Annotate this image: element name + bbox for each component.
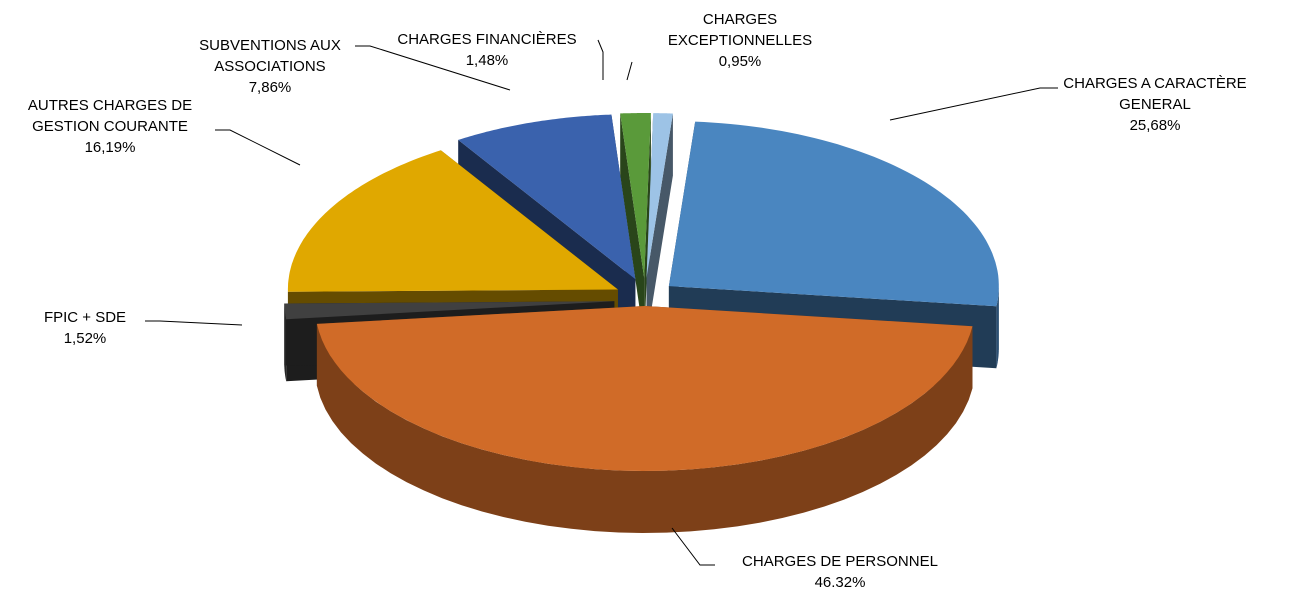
- leader-line: [626, 61, 633, 81]
- leader-line: [145, 320, 243, 326]
- slice: [287, 150, 618, 292]
- slice-edge: [644, 113, 651, 340]
- slice: [458, 114, 636, 280]
- category-label: CHARGES DE PERSONNEL: [742, 553, 938, 570]
- value-label: 7,86%: [249, 79, 292, 96]
- slice-side: [316, 323, 973, 533]
- category-label: FPIC + SDE: [44, 309, 126, 326]
- labels: CHARGES A CARACTÈRE GENERAL 25,68% CHARGES …: [28, 11, 1247, 590]
- category-label: CHARGES FINANCIÈRES: [397, 31, 576, 48]
- slice: [620, 113, 651, 278]
- leader-line: [597, 39, 604, 80]
- leader-line: [671, 527, 715, 566]
- slice: [668, 121, 999, 307]
- value-label: 0,95%: [719, 53, 762, 70]
- value-label: 25,68%: [1130, 117, 1181, 134]
- category-label: CHARGES EXCEPTIONNELLES: [668, 11, 812, 49]
- value-label: 1,52%: [64, 330, 107, 347]
- slice-tops: [284, 113, 999, 471]
- category-label: SUBVENTIONS AUX ASSOCIATIONS: [199, 37, 341, 75]
- leader-line: [889, 87, 1058, 121]
- value-label: 16,19%: [85, 139, 136, 156]
- category-label: CHARGES A CARACTÈRE GENERAL: [1063, 75, 1246, 113]
- slice: [284, 301, 615, 320]
- slice: [646, 113, 673, 278]
- value-label: 1,48%: [466, 52, 509, 69]
- slice-side: [996, 286, 999, 369]
- slice-edge: [646, 113, 673, 340]
- slice: [316, 306, 973, 471]
- slice-edge: [620, 113, 645, 341]
- leader-line: [215, 129, 301, 166]
- slice-side: [284, 303, 287, 382]
- leader-line: [355, 45, 511, 91]
- value-label: 46.32%: [815, 574, 866, 590]
- category-label: AUTRES CHARGES DE GESTION COURANTE: [28, 97, 192, 135]
